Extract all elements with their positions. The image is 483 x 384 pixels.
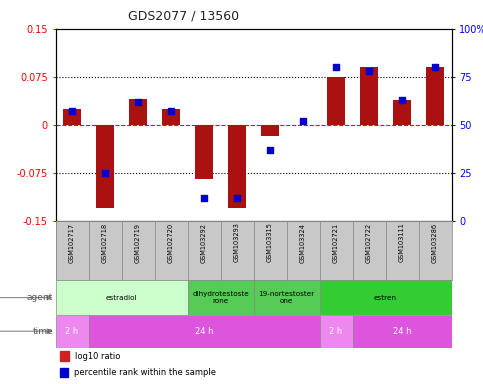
Text: GSM102720: GSM102720	[168, 223, 174, 263]
Bar	[320, 280, 452, 315]
Bar	[426, 67, 444, 125]
Text: GSM102718: GSM102718	[102, 223, 108, 263]
Bar	[187, 280, 254, 315]
Point	[332, 64, 340, 70]
Bar	[353, 315, 452, 348]
Text: GSM103315: GSM103315	[267, 223, 273, 262]
Text: GSM103292: GSM103292	[201, 223, 207, 263]
Text: GSM102717: GSM102717	[69, 223, 75, 263]
Text: GSM102722: GSM102722	[366, 223, 372, 263]
Bar	[59, 368, 68, 377]
Bar	[88, 315, 320, 348]
Point	[68, 108, 76, 114]
Bar	[63, 109, 81, 125]
Bar	[393, 101, 411, 125]
Bar	[353, 221, 385, 280]
Text: dihydrotestoste
rone: dihydrotestoste rone	[192, 291, 249, 304]
Bar	[320, 221, 353, 280]
Text: log10 ratio: log10 ratio	[75, 351, 120, 361]
Bar	[187, 221, 221, 280]
Bar	[155, 221, 187, 280]
Text: time: time	[32, 327, 53, 336]
Text: agent: agent	[27, 293, 53, 302]
Text: estren: estren	[374, 295, 397, 301]
Text: 2 h: 2 h	[65, 327, 79, 336]
Bar	[254, 280, 320, 315]
Bar	[419, 221, 452, 280]
Point	[431, 64, 439, 70]
Bar	[228, 125, 246, 208]
Point	[365, 68, 373, 74]
Text: GSM103286: GSM103286	[432, 223, 438, 263]
Bar	[59, 351, 69, 361]
Bar	[195, 125, 213, 179]
Point	[233, 195, 241, 201]
Text: GSM103111: GSM103111	[399, 223, 405, 262]
Point	[200, 195, 208, 201]
Text: percentile rank within the sample: percentile rank within the sample	[74, 368, 216, 377]
Bar	[122, 221, 155, 280]
Text: 19-nortestoster
one: 19-nortestoster one	[258, 291, 315, 304]
Bar	[261, 125, 279, 136]
Bar	[129, 99, 147, 125]
Point	[266, 147, 274, 153]
Bar	[320, 315, 353, 348]
Bar	[286, 221, 320, 280]
Text: GSM103293: GSM103293	[234, 223, 240, 262]
Bar	[88, 221, 122, 280]
Text: 24 h: 24 h	[195, 327, 213, 336]
Bar	[221, 221, 254, 280]
Bar	[56, 280, 187, 315]
Bar	[56, 221, 88, 280]
Text: GSM103324: GSM103324	[300, 223, 306, 263]
Point	[134, 99, 142, 105]
Point	[167, 108, 175, 114]
Text: 24 h: 24 h	[393, 327, 412, 336]
Text: estradiol: estradiol	[106, 295, 137, 301]
Bar	[162, 109, 180, 125]
Text: 2 h: 2 h	[329, 327, 343, 336]
Bar	[360, 67, 378, 125]
Text: GSM102719: GSM102719	[135, 223, 141, 263]
Text: GDS2077 / 13560: GDS2077 / 13560	[128, 10, 239, 23]
Point	[299, 118, 307, 124]
Point	[398, 97, 406, 103]
Text: GSM102721: GSM102721	[333, 223, 339, 263]
Bar	[327, 77, 345, 125]
Bar	[254, 221, 286, 280]
Bar	[56, 315, 88, 348]
Bar	[96, 125, 114, 208]
Point	[101, 170, 109, 176]
Bar	[385, 221, 419, 280]
